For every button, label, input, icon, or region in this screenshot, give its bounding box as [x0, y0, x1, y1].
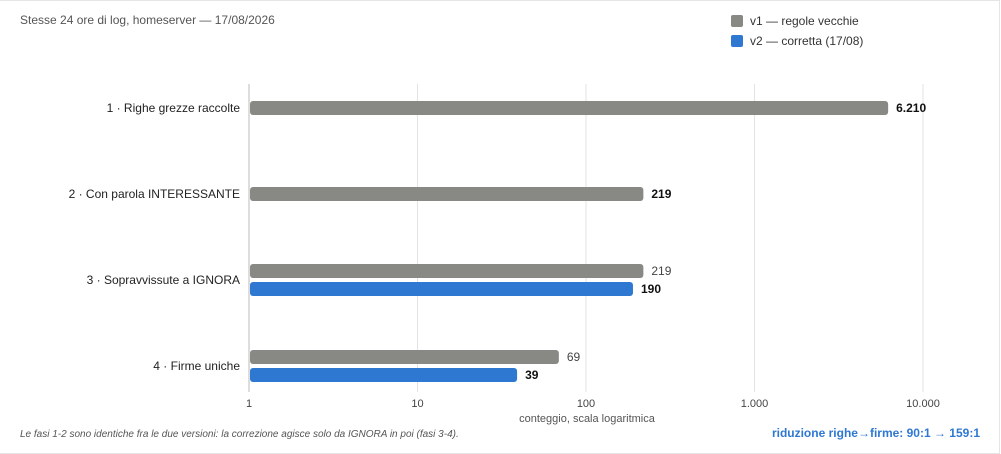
x-tick-label: 1.000: [741, 398, 769, 410]
bar-value-label: 39: [525, 368, 539, 382]
legend-label-v2: v2 — corretta (17/08): [750, 34, 863, 48]
bar-v1: [250, 264, 644, 278]
category-label: 2 · Con parola INTERESSANTE: [69, 187, 240, 201]
bar-value-label: 190: [641, 282, 661, 296]
category-label: 3 · Sopravvissute a IGNORA: [87, 273, 240, 287]
category-label: 1 · Righe grezze raccolte: [107, 101, 241, 115]
x-tick-label: 1: [246, 398, 252, 410]
legend-swatch-v1: [731, 15, 743, 27]
bar-value-label: 6.210: [896, 101, 926, 115]
category-label: 4 · Firme uniche: [153, 359, 240, 373]
legend-swatch-v2: [731, 35, 743, 47]
bar-v1: [250, 350, 559, 364]
gridlines: [248, 84, 924, 392]
x-axis-title: conteggio, scala logaritmica: [519, 413, 656, 425]
legend-label-v1: v1 — regole vecchie: [750, 14, 859, 28]
bars: 6.210 219 219 190 69 39: [250, 101, 926, 382]
bar-v2: [250, 282, 633, 296]
bar-value-label: 219: [651, 187, 671, 201]
bar-v2: [250, 368, 518, 382]
x-tick-label: 10.000: [906, 398, 940, 410]
bar-v1: [250, 101, 889, 115]
category-labels: 1 · Righe grezze raccolte 2 · Con parola …: [69, 101, 241, 373]
bar-value-label: 69: [567, 350, 581, 364]
x-tick-label: 10: [411, 398, 423, 410]
footnote: Le fasi 1-2 sono identiche fra le due ve…: [20, 429, 459, 440]
x-tick-label: 100: [577, 398, 595, 410]
legend: v1 — regole vecchie v2 — corretta (17/08): [731, 14, 863, 48]
bar-value-label: 219: [651, 264, 671, 278]
bar-v1: [250, 187, 644, 201]
chart-subtitle: Stesse 24 ore di log, homeserver — 17/08…: [20, 13, 275, 27]
x-axis-ticks: 1 10 100 1.000 10.000: [246, 398, 940, 410]
reduction-ratio: riduzione righe→firme: 90:1 → 159:1: [772, 426, 980, 440]
